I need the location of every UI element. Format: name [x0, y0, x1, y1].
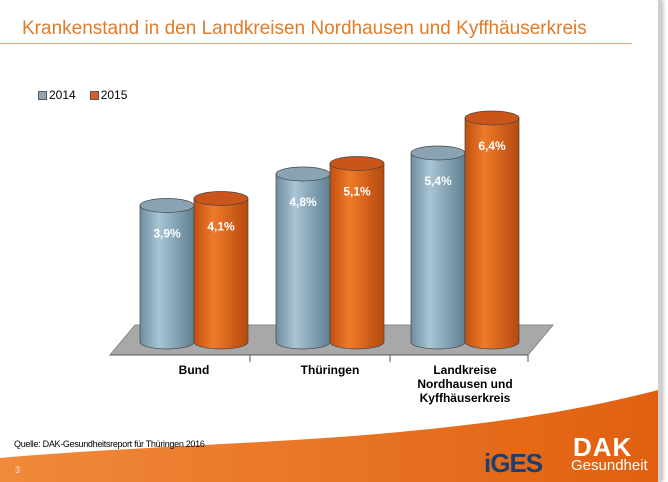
footer-band [0, 390, 658, 482]
bar-top [410, 145, 466, 161]
legend-label: 2015 [100, 88, 128, 102]
page-number: 3 [15, 465, 21, 475]
data-label: 5,1% [343, 185, 371, 199]
legend-item-2015: 2015 [89, 88, 128, 102]
bar-2015-1 [329, 163, 385, 350]
legend-swatch [38, 90, 47, 100]
bar-2015-2 [464, 117, 520, 350]
category-label: Bund [179, 363, 210, 377]
category-label: Nordhausen und [417, 377, 512, 391]
title-divider [0, 43, 632, 44]
data-label: 6,4% [478, 139, 506, 153]
data-label: 5,4% [424, 174, 452, 188]
category-label: Kyffhäuserkreis [420, 391, 511, 405]
bar-2014-0 [139, 205, 195, 350]
legend-swatch [89, 90, 99, 100]
bar-2014-2 [410, 152, 466, 350]
legend-item-2014: 2014 [38, 88, 76, 102]
dak-logo-subtitle: Gesundheit [571, 457, 648, 474]
bar-2014-1 [275, 173, 331, 350]
category-label: Landkreise [433, 363, 497, 377]
bar-top [275, 166, 331, 182]
legend: 2014 2015 [38, 88, 127, 102]
bar-top [329, 156, 385, 171]
data-label: 4,1% [207, 220, 235, 234]
data-label: 4,8% [289, 195, 317, 209]
iges-logo: iGES [484, 448, 543, 478]
bar-top [193, 191, 249, 206]
dak-logo: DAK [573, 432, 633, 462]
slide-title: Krankenstand in den Landkreisen Nordhaus… [22, 18, 587, 39]
data-label: 3,9% [153, 227, 181, 241]
legend-label: 2014 [49, 88, 76, 102]
source-note: Quelle: DAK-Gesundheitsreport für Thürin… [14, 439, 205, 449]
bar-top [139, 198, 195, 213]
bar-2015-0 [193, 198, 249, 350]
bar-top [464, 110, 520, 126]
category-label: Thüringen [301, 363, 360, 377]
